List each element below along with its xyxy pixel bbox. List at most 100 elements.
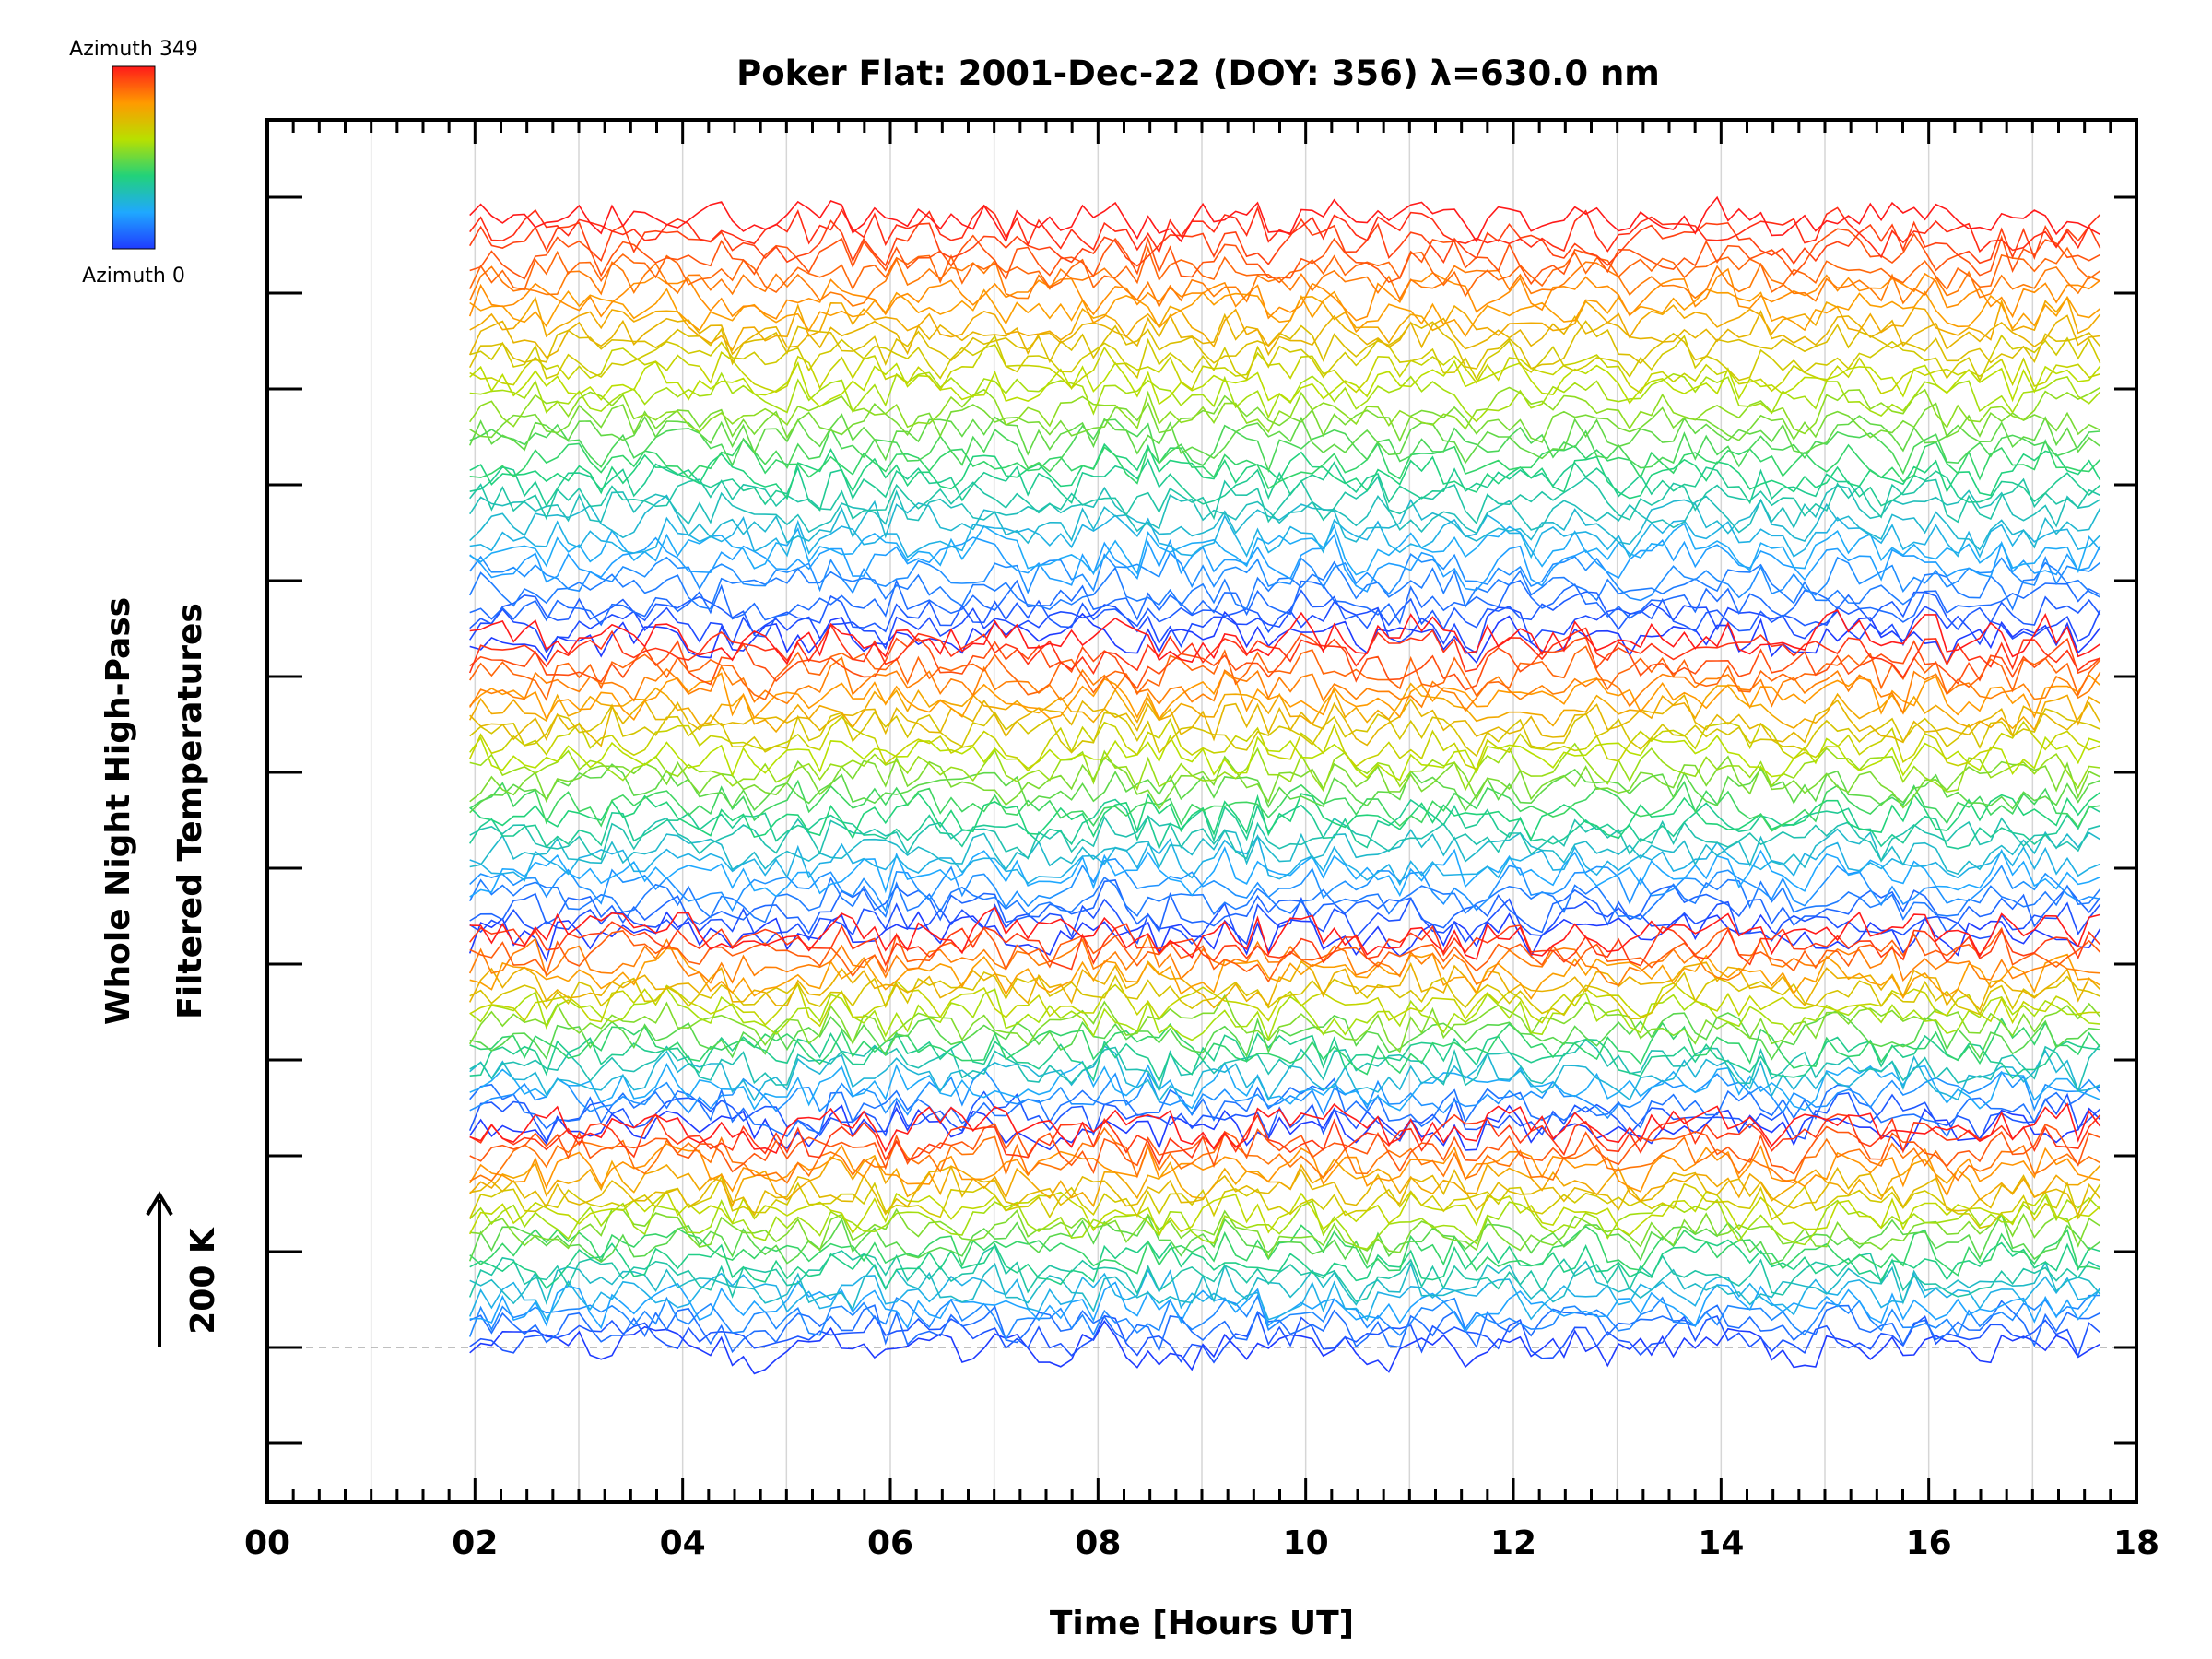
series-line <box>469 792 2101 841</box>
series-line <box>469 1239 2100 1291</box>
series-line <box>469 828 2101 876</box>
series-line <box>469 1154 2101 1208</box>
series-line <box>469 858 2100 913</box>
series-line <box>469 1126 2100 1184</box>
series-line <box>469 645 2101 702</box>
series-line <box>469 610 2101 666</box>
x-tick-label: 10 <box>1283 1524 1329 1562</box>
series-line <box>468 1190 2101 1236</box>
series-line <box>469 418 2100 476</box>
series-line <box>468 1212 2101 1265</box>
series-line <box>469 703 2100 758</box>
series-line <box>469 971 2100 1020</box>
x-tick-labels: 00 02 04 06 08 10 12 14 16 18 <box>244 1524 2159 1562</box>
series-line <box>469 458 2101 512</box>
chart-title: Poker Flat: 2001-Dec-22 (DOY: 356) λ=630… <box>736 53 1660 93</box>
series-line <box>469 1311 2101 1364</box>
x-tick-label: 12 <box>1490 1524 1536 1562</box>
series-line <box>469 1044 2100 1103</box>
scale-arrow-head <box>146 1191 173 1217</box>
colorbar-bottom-label: Azimuth 0 <box>82 265 185 288</box>
series-line <box>468 267 2101 322</box>
series-line <box>469 578 2100 627</box>
colorbar: Azimuth 349 Azimuth 0 <box>69 38 198 288</box>
series-line <box>469 1038 2101 1093</box>
series-line <box>469 834 2100 887</box>
x-axis-title: Time [Hours UT] <box>1050 1605 1354 1642</box>
series-line <box>469 600 2101 654</box>
scale-label: 200 K <box>184 1227 222 1335</box>
series-line <box>469 632 2101 691</box>
series-line <box>469 763 2100 814</box>
x-tick-label: 18 <box>2113 1524 2159 1562</box>
series-line <box>468 1294 2100 1342</box>
series-line <box>469 986 2100 1041</box>
series-line <box>469 608 2101 665</box>
series-line <box>469 288 2101 337</box>
series-line <box>469 295 2101 352</box>
series-line <box>469 551 2101 602</box>
series-line <box>469 1104 2101 1153</box>
series-line <box>469 1280 2101 1334</box>
series-line <box>469 798 2100 851</box>
x-tick-label: 02 <box>452 1524 498 1562</box>
series-line <box>469 779 2100 832</box>
series-line <box>469 513 2101 559</box>
series-line <box>469 1207 2101 1260</box>
series-line <box>468 413 2101 465</box>
scale-indicator: 200 K <box>146 1191 222 1347</box>
series-line <box>469 1102 2101 1155</box>
series-line <box>468 715 2100 772</box>
y-axis-title-line2: Filtered Temperatures <box>171 603 209 1019</box>
x-tick-label: 16 <box>1906 1524 1952 1562</box>
series-line <box>469 1009 2100 1061</box>
series-line <box>469 906 2100 960</box>
series-line <box>469 1300 2100 1354</box>
x-tick-label: 06 <box>867 1524 913 1562</box>
series-line <box>469 523 2101 576</box>
series-line <box>469 589 2101 638</box>
series-line <box>469 1194 2101 1251</box>
series-line <box>469 879 2101 935</box>
series-line <box>469 1060 2100 1112</box>
axis-ticks <box>265 120 2138 1502</box>
series-line <box>469 846 2100 898</box>
series-line <box>469 442 2101 500</box>
series-line <box>469 815 2100 863</box>
colorbar-gradient <box>112 65 156 250</box>
y-axis-title: Whole Night High-Pass Filtered Temperatu… <box>100 597 209 1025</box>
series-line <box>468 911 2101 963</box>
series-line <box>468 934 2100 987</box>
series-line <box>468 1174 2101 1230</box>
series-line <box>469 204 2101 259</box>
x-tick-label: 14 <box>1698 1524 1744 1562</box>
series-line <box>469 1017 2101 1076</box>
series-line <box>469 1112 2101 1167</box>
series-line <box>468 245 2101 298</box>
series-line <box>469 742 2100 794</box>
series-line <box>469 394 2100 443</box>
x-tick-label: 00 <box>244 1524 290 1562</box>
series-line <box>469 359 2101 408</box>
series-line <box>469 1123 2100 1175</box>
series-line <box>469 494 2101 551</box>
series-line <box>469 344 2100 394</box>
series-line <box>469 334 2101 382</box>
series-line <box>468 257 2100 309</box>
series-line <box>469 475 2100 525</box>
series-group <box>468 195 2101 1375</box>
series-line <box>468 876 2101 924</box>
series-line <box>469 1143 2100 1197</box>
series-line <box>468 320 2101 370</box>
series-line <box>468 309 2100 359</box>
y-axis-title-line1: Whole Night High-Pass <box>100 597 137 1025</box>
x-tick-label: 08 <box>1075 1524 1121 1562</box>
series-line <box>469 926 2101 983</box>
series-line <box>469 994 2101 1053</box>
series-line <box>469 921 2101 971</box>
series-line <box>468 960 2101 1011</box>
series-line <box>469 735 2100 782</box>
x-tick-label: 04 <box>660 1524 706 1562</box>
